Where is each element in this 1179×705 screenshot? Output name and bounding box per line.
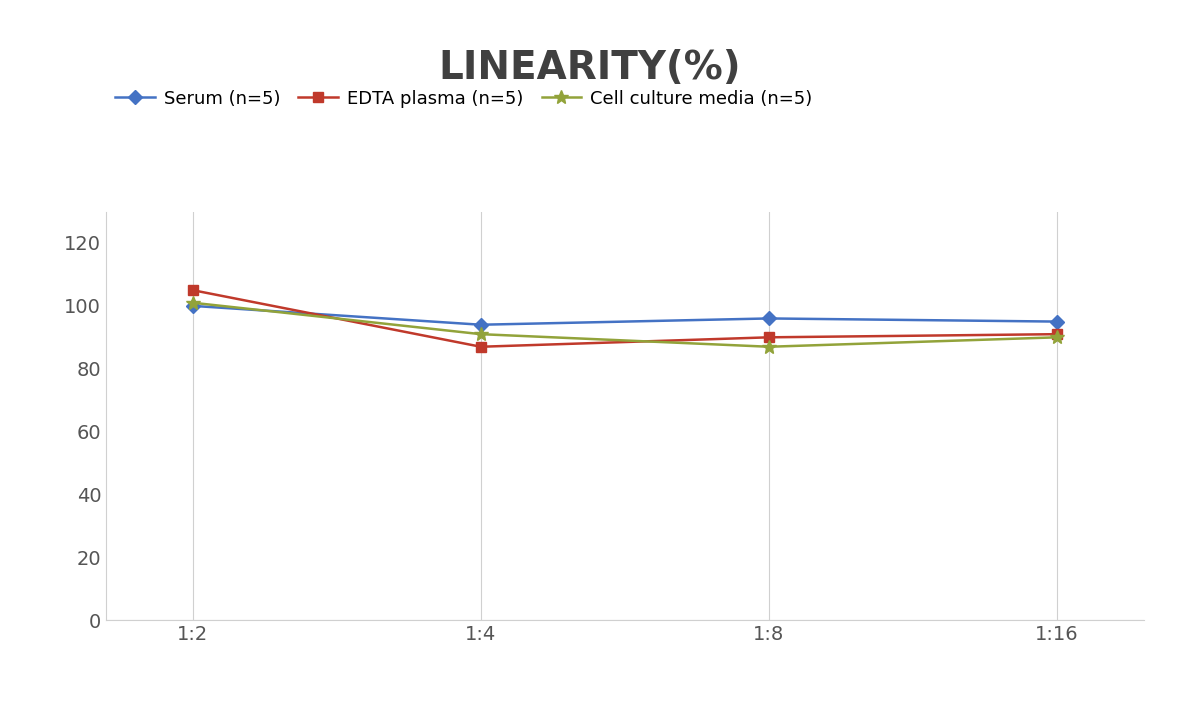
EDTA plasma (n=5): [762, 333, 776, 341]
Cell culture media (n=5): [185, 298, 199, 307]
Serum (n=5): [474, 321, 488, 329]
Legend: Serum (n=5), EDTA plasma (n=5), Cell culture media (n=5): Serum (n=5), EDTA plasma (n=5), Cell cul…: [116, 90, 812, 108]
Serum (n=5): [1050, 317, 1065, 326]
Text: LINEARITY(%): LINEARITY(%): [439, 49, 740, 87]
Serum (n=5): [762, 314, 776, 323]
EDTA plasma (n=5): [1050, 330, 1065, 338]
Cell culture media (n=5): [1050, 333, 1065, 341]
EDTA plasma (n=5): [185, 286, 199, 295]
Line: Cell culture media (n=5): Cell culture media (n=5): [185, 296, 1065, 354]
Line: Serum (n=5): Serum (n=5): [187, 301, 1062, 330]
Serum (n=5): [185, 302, 199, 310]
Line: EDTA plasma (n=5): EDTA plasma (n=5): [187, 286, 1062, 352]
EDTA plasma (n=5): [474, 343, 488, 351]
Cell culture media (n=5): [762, 343, 776, 351]
Cell culture media (n=5): [474, 330, 488, 338]
